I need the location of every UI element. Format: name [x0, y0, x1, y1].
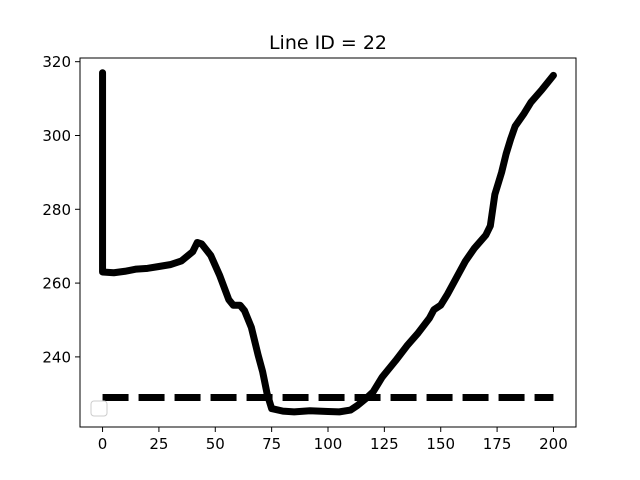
legend-box [90, 400, 108, 417]
y-tick-label: 240 [42, 348, 71, 366]
axes: 0 25 50 75 100 125 150 175 200 240 260 280 300 320 [42, 53, 577, 453]
y-tick-label: 300 [42, 127, 71, 145]
series-line-solid [99, 69, 557, 416]
x-tick-label: 25 [149, 435, 168, 453]
x-tick-label: 75 [262, 435, 281, 453]
x-tick-label: 200 [539, 435, 568, 453]
plot-area [90, 69, 557, 417]
x-tick-label: 125 [370, 435, 399, 453]
y-tick-label: 280 [42, 201, 71, 219]
x-tick-label: 100 [314, 435, 343, 453]
x-tick-label: 50 [206, 435, 225, 453]
x-tick-label: 150 [426, 435, 455, 453]
chart-title: Line ID = 22 [269, 32, 387, 54]
y-tick-label: 260 [42, 275, 71, 293]
plot-frame [79, 57, 577, 428]
x-tick-label: 0 [98, 435, 108, 453]
y-tick-label: 320 [42, 53, 71, 71]
x-tick-label: 175 [483, 435, 512, 453]
